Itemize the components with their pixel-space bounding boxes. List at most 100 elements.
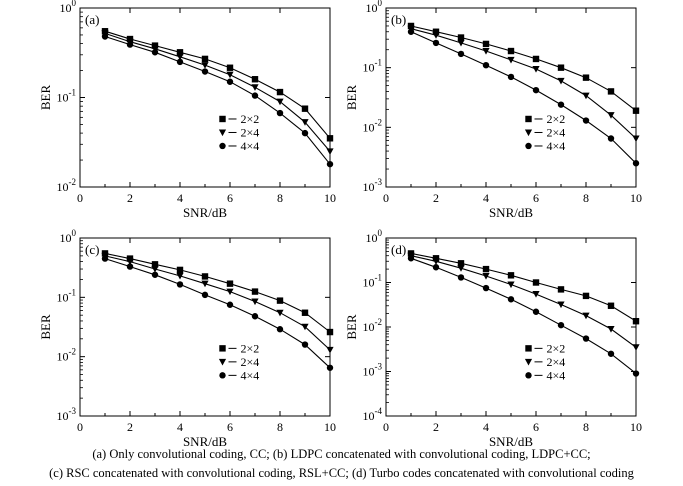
x-axis-label: SNR/dB — [183, 205, 227, 220]
data-point — [101, 33, 109, 40]
data-point — [226, 280, 234, 287]
caption-line-2: (c) RSC concatenated with convolutional … — [49, 466, 634, 480]
y-tick-label: 10-3 — [363, 362, 383, 379]
data-point — [176, 49, 184, 56]
data-point — [432, 39, 440, 47]
data-point — [176, 272, 184, 280]
legend-label: 2×2 — [547, 112, 566, 126]
data-point — [482, 284, 490, 292]
data-point — [276, 297, 284, 304]
legend-label: 2×2 — [241, 341, 260, 355]
data-point — [226, 301, 234, 308]
data-point — [226, 78, 234, 85]
legend-marker — [218, 358, 227, 366]
data-point — [482, 272, 490, 280]
legend-item: 4×4 — [525, 139, 565, 153]
x-tick-label: 8 — [277, 191, 283, 205]
data-point — [176, 53, 184, 61]
y-tick-label: 10-1 — [363, 58, 383, 75]
x-tick-label: 2 — [127, 420, 133, 434]
data-point — [532, 279, 540, 286]
data-point — [432, 258, 440, 265]
data-point — [557, 301, 565, 309]
legend-item: 4×4 — [219, 139, 259, 153]
series-1 — [101, 250, 334, 336]
series-line — [104, 258, 331, 369]
series-3 — [101, 33, 334, 168]
x-tick-label: 10 — [324, 420, 336, 434]
data-point — [326, 328, 334, 336]
x-tick-label: 8 — [277, 420, 283, 434]
series-2 — [101, 30, 334, 155]
x-tick-label: 4 — [177, 191, 183, 205]
y-tick-label: 10-1 — [57, 88, 77, 105]
data-point — [326, 135, 334, 142]
y-tick-label: 10-2 — [363, 317, 383, 334]
legend-marker — [219, 142, 226, 150]
data-point — [301, 323, 309, 331]
legend-item: 2×2 — [219, 341, 259, 355]
data-point — [532, 55, 540, 63]
x-tick-label: 6 — [227, 420, 233, 434]
series-line — [104, 35, 331, 165]
data-point — [276, 88, 284, 96]
data-point — [432, 28, 440, 35]
legend-label: 2×2 — [547, 341, 566, 355]
series-line — [410, 255, 637, 348]
data-point — [151, 42, 159, 49]
data-point — [607, 302, 615, 309]
data-point — [226, 288, 234, 296]
data-point — [607, 88, 615, 95]
data-point — [176, 58, 184, 66]
series-1 — [407, 22, 640, 114]
x-tick-label: 0 — [383, 191, 389, 205]
series-line — [410, 31, 637, 164]
data-point — [457, 260, 465, 267]
legend-label: 2×4 — [241, 125, 260, 139]
data-point — [226, 64, 234, 71]
data-point — [632, 370, 640, 377]
series-3 — [407, 28, 640, 167]
legend: 2×22×44×4 — [524, 341, 566, 382]
data-point — [126, 263, 134, 270]
series-line — [104, 32, 331, 152]
series-2 — [407, 25, 640, 143]
data-point — [201, 273, 209, 280]
legend-marker — [219, 115, 226, 123]
data-point — [532, 291, 540, 298]
legend: 2×22×44×4 — [218, 112, 260, 153]
data-point — [482, 40, 490, 48]
data-point — [557, 77, 565, 85]
legend-marker — [218, 129, 227, 137]
y-tick-label: 10-2 — [363, 117, 383, 134]
x-tick-label: 8 — [583, 420, 589, 434]
data-point — [507, 296, 515, 303]
data-point — [607, 135, 615, 142]
legend-marker — [219, 372, 226, 379]
y-tick-label: 100 — [366, 0, 383, 15]
data-point — [557, 286, 565, 293]
data-point — [201, 291, 209, 299]
legend-item: 2×4 — [218, 125, 260, 139]
legend-label: 2×2 — [241, 112, 260, 126]
data-point — [176, 266, 184, 274]
legend-item: 2×4 — [218, 355, 259, 369]
data-point — [582, 92, 590, 100]
legend-marker — [525, 115, 532, 123]
x-tick-label: 4 — [483, 420, 489, 434]
series-3 — [101, 255, 334, 371]
legend: 2×22×44×4 — [524, 112, 566, 153]
series-2 — [407, 252, 640, 351]
legend-item: 2×2 — [219, 112, 259, 126]
y-tick-label: 10-3 — [57, 406, 77, 423]
data-point — [457, 50, 465, 58]
chart-panel-3: 0 2 4 6 8 10 10-3 10-2 10-1 100 SNR/dB BER (c) 2×22×4… — [38, 228, 336, 449]
legend-marker — [525, 372, 532, 379]
series-line — [410, 257, 637, 374]
y-tick-label: 100 — [60, 228, 77, 245]
series-1 — [101, 28, 334, 142]
plot-frame — [385, 7, 637, 188]
data-point — [582, 74, 590, 81]
data-point — [432, 32, 440, 39]
